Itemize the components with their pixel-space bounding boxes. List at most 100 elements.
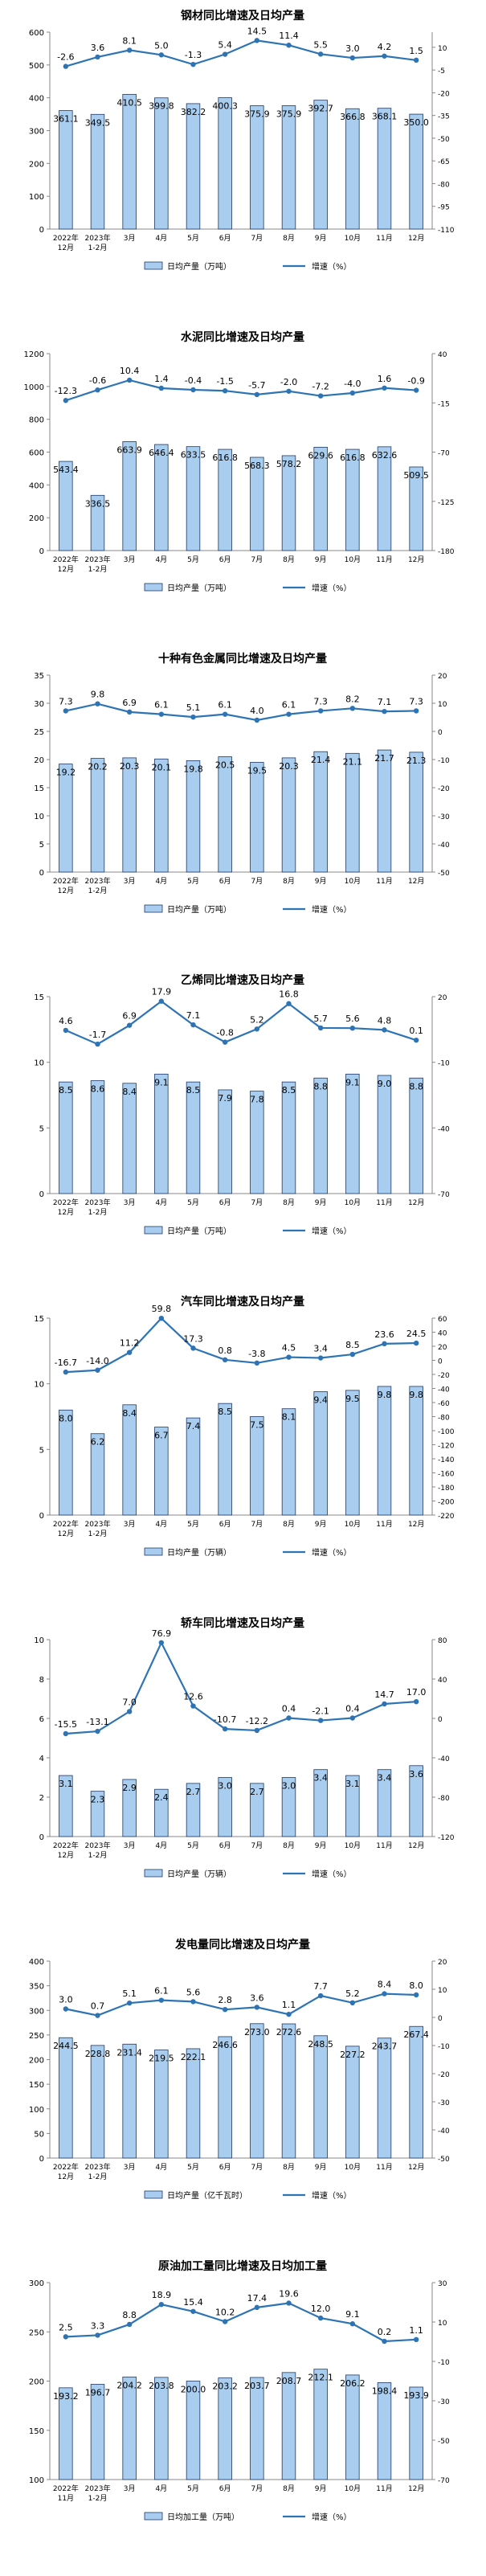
line-value-label: -12.2 xyxy=(246,1716,268,1726)
legend-bar-swatch xyxy=(144,583,163,592)
line-value-label: 7.3 xyxy=(59,696,73,706)
line-value-label: 11.2 xyxy=(120,1338,140,1349)
bar xyxy=(90,1433,105,1516)
line-value-label: 4.5 xyxy=(282,1343,296,1354)
legend-line-label: 增速（%） xyxy=(312,1547,352,1558)
y-tick-label-left: 10 xyxy=(34,813,44,821)
y-tick-label-left: 350 xyxy=(29,1983,44,1992)
bar-value-label: 392.7 xyxy=(308,104,333,114)
line-point xyxy=(126,1709,133,1714)
x-tick-label: 5月 xyxy=(187,1198,199,1207)
line-value-label: 5.1 xyxy=(122,1988,137,1999)
bar-value-label: 9.1 xyxy=(154,1077,169,1087)
x-tick-label: 11月 xyxy=(376,555,392,564)
x-tick-label: 12月 xyxy=(408,2484,424,2493)
x-tick-label: 2023年 xyxy=(85,876,111,886)
bar-value-label: 8.5 xyxy=(282,1085,296,1096)
bar xyxy=(409,1077,423,1194)
bar xyxy=(154,1427,169,1516)
bar-value-label: 208.7 xyxy=(276,2376,302,2386)
legend-line-label: 增速（%） xyxy=(312,2512,352,2522)
line-point xyxy=(317,1992,324,1999)
bar xyxy=(281,2372,296,2480)
bar-value-label: 203.7 xyxy=(244,2381,270,2391)
y-tick-label-right: 0 xyxy=(438,729,443,737)
x-tick-label: 10月 xyxy=(345,1520,361,1529)
y-tick-label-right: 20 xyxy=(438,1344,447,1352)
line-point xyxy=(286,388,292,394)
y-tick-label-left: 300 xyxy=(29,2279,44,2288)
y-tick-label-right: -95 xyxy=(438,204,450,212)
bar xyxy=(90,1080,105,1194)
line-point xyxy=(413,708,419,714)
bar-value-label: 2.7 xyxy=(250,1787,264,1797)
bar xyxy=(250,1416,264,1516)
y-tick-label-right: 40 xyxy=(438,1330,447,1338)
x-tick-label: 7月 xyxy=(251,234,263,243)
bar-value-label: 9.8 xyxy=(409,1390,423,1400)
x-tick-label: 7月 xyxy=(251,1520,263,1529)
chart-title: 水泥同比增速及日均产量 xyxy=(181,330,304,344)
y-tick-label-left: 400 xyxy=(29,1958,44,1967)
bar-value-label: 633.5 xyxy=(181,450,206,461)
x-tick-label: 12月 xyxy=(58,1851,74,1860)
line-value-label: 6.1 xyxy=(154,1986,169,1997)
bar-value-label: 193.9 xyxy=(403,2390,429,2401)
bar xyxy=(377,1769,392,1837)
y-tick-label-right: -160 xyxy=(438,1471,455,1479)
y-tick-label-right: -10 xyxy=(438,757,450,765)
bar xyxy=(409,1765,423,1837)
line-value-label: 8.5 xyxy=(345,1340,360,1350)
line-value-label: 7.7 xyxy=(313,1981,328,1992)
line-value-label: 1.6 xyxy=(378,374,392,384)
bar xyxy=(377,1075,392,1194)
line-point xyxy=(158,52,165,58)
legend-bar-swatch xyxy=(144,1226,163,1235)
line-point xyxy=(382,708,387,715)
x-tick-label: 10月 xyxy=(345,1841,361,1850)
legend-bar-label: 日均产量（万辆） xyxy=(167,1547,231,1558)
line-value-label: 9.1 xyxy=(345,2309,360,2320)
line-value-label: 11.4 xyxy=(279,31,299,41)
bar-value-label: 20.3 xyxy=(120,761,140,772)
line-point xyxy=(158,1997,165,2003)
line-point xyxy=(413,2336,419,2343)
y-tick-label-left: 0 xyxy=(39,1190,44,1199)
bar xyxy=(122,2376,137,2480)
y-tick-label-left: 6 xyxy=(39,1715,44,1724)
legend-bar-label: 日均产量（万吨） xyxy=(167,904,231,915)
line-point xyxy=(286,711,292,717)
bar xyxy=(186,760,201,873)
bar xyxy=(313,2369,328,2480)
bar xyxy=(122,757,137,873)
x-tick-label: 6月 xyxy=(219,234,231,243)
y-tick-label-right: 40 xyxy=(438,351,447,359)
bar xyxy=(218,2036,232,2159)
legend-bar-label: 日均产量（亿千瓦时） xyxy=(167,2190,247,2201)
y-tick-label-left: 10 xyxy=(34,1059,44,1068)
line-point xyxy=(63,398,69,403)
x-tick-label: 1-2月 xyxy=(88,1530,108,1538)
bar-value-label: 578.2 xyxy=(276,459,302,469)
growth-line xyxy=(65,1992,417,2017)
x-tick-label: 7月 xyxy=(251,2163,263,2172)
bar-value-label: 272.6 xyxy=(276,2027,302,2037)
chart-panel-6: 轿车同比增速及日均产量 0 2 4 6 8 10 -120 -80 -40 0 40 80 3.1 2.3 2… xyxy=(0,1607,486,1929)
x-tick-label: 9月 xyxy=(315,2484,327,2493)
line-value-label: -10.7 xyxy=(214,1714,236,1725)
bar xyxy=(377,108,392,230)
bar xyxy=(409,1386,423,1516)
bar xyxy=(409,113,423,230)
line-value-label: -14.0 xyxy=(86,1356,108,1366)
bar xyxy=(59,1409,73,1516)
legend-bar-swatch xyxy=(144,261,163,270)
line-point xyxy=(190,387,196,393)
line-value-label: 7.0 xyxy=(122,1697,137,1707)
bar-value-label: 632.6 xyxy=(372,450,398,461)
line-point xyxy=(382,1991,387,1997)
x-tick-label: 12月 xyxy=(58,244,74,252)
x-tick-label: 11月 xyxy=(376,1841,392,1850)
bar xyxy=(377,1386,392,1516)
y-tick-label-left: 5 xyxy=(39,1446,44,1455)
bar xyxy=(345,2046,360,2159)
